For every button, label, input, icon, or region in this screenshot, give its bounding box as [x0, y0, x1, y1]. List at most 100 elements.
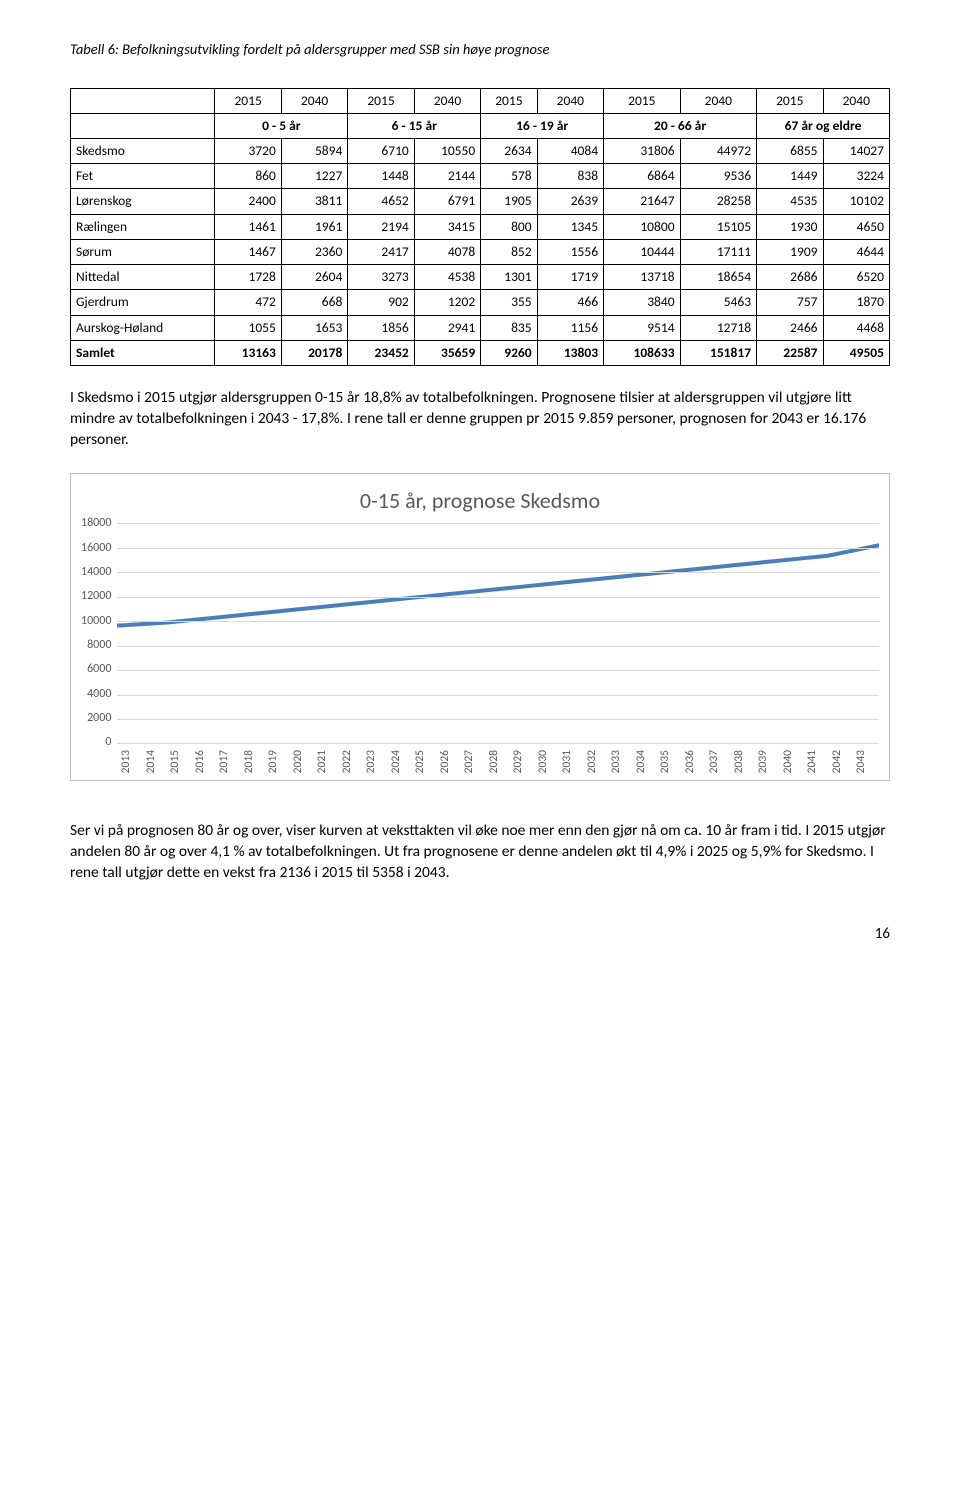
cell: 2639: [537, 189, 603, 214]
cell: 6710: [348, 139, 414, 164]
cell: 800: [481, 214, 537, 239]
cell: 13803: [537, 340, 603, 365]
y-tick-label: 6000: [87, 669, 111, 670]
table-row: Sørum14672360241740788521556104441711119…: [71, 239, 890, 264]
x-tick-label: 2027: [462, 750, 487, 773]
cell: 1870: [823, 290, 889, 315]
row-label: Sørum: [71, 239, 215, 264]
cell: 1345: [537, 214, 603, 239]
x-tick-label: 2042: [830, 750, 855, 773]
cell: 17111: [680, 239, 757, 264]
cell: 466: [537, 290, 603, 315]
x-tick-label: 2037: [707, 750, 732, 773]
cell: 1856: [348, 315, 414, 340]
cell: 2144: [414, 164, 480, 189]
y-tick-label: 8000: [87, 645, 111, 646]
x-tick-label: 2021: [315, 750, 340, 773]
table-body: Skedsmo372058946710105502634408431806449…: [71, 139, 890, 366]
table-row: Fet8601227144821445788386864953614493224: [71, 164, 890, 189]
cell: 6855: [757, 139, 823, 164]
cell: 1449: [757, 164, 823, 189]
row-label: Lørenskog: [71, 189, 215, 214]
cell: 5463: [680, 290, 757, 315]
gridline: [117, 597, 879, 598]
cell: 852: [481, 239, 537, 264]
cell: 22587: [757, 340, 823, 365]
cell: 4644: [823, 239, 889, 264]
cell: 6864: [604, 164, 681, 189]
gridline: [117, 572, 879, 573]
y-tick-label: 16000: [81, 548, 111, 549]
gridline: [117, 646, 879, 647]
x-tick-label: 2025: [413, 750, 438, 773]
cell: 1909: [757, 239, 823, 264]
y-tick-label: 14000: [81, 572, 111, 573]
y-tick-label: 18000: [81, 523, 111, 524]
blank-corner-2: [71, 113, 215, 138]
cell: 13718: [604, 265, 681, 290]
table-row: Skedsmo372058946710105502634408431806449…: [71, 139, 890, 164]
cell: 1202: [414, 290, 480, 315]
paragraph-2: Ser vi på prognosen 80 år og over, viser…: [70, 821, 890, 884]
x-tick-label: 2019: [266, 750, 291, 773]
row-label: Fet: [71, 164, 215, 189]
y-tick-label: 0: [105, 742, 111, 743]
cell: 1930: [757, 214, 823, 239]
x-tick-label: 2026: [438, 750, 463, 773]
cell: 4535: [757, 189, 823, 214]
year-header: 2040: [823, 88, 889, 113]
cell: 9260: [481, 340, 537, 365]
line-series: [117, 523, 879, 743]
cell: 4084: [537, 139, 603, 164]
x-tick-label: 2013: [119, 750, 144, 773]
cell: 1653: [281, 315, 347, 340]
cell: 4652: [348, 189, 414, 214]
cell: 1467: [215, 239, 281, 264]
population-table: 2015204020152040201520402015204020152040…: [70, 88, 890, 366]
year-header: 2040: [281, 88, 347, 113]
x-tick-label: 2029: [511, 750, 536, 773]
x-tick-label: 2040: [781, 750, 806, 773]
cell: 1301: [481, 265, 537, 290]
group-header: 67 år og eldre: [757, 113, 890, 138]
cell: 2941: [414, 315, 480, 340]
x-tick-label: 2014: [144, 750, 169, 773]
x-tick-label: 2023: [364, 750, 389, 773]
x-tick-label: 2018: [242, 750, 267, 773]
group-header-row: 0 - 5 år6 - 15 år16 - 19 år20 - 66 år67 …: [71, 113, 890, 138]
cell: 2466: [757, 315, 823, 340]
table-row: Samlet1316320178234523565992601380310863…: [71, 340, 890, 365]
x-tick-label: 2034: [634, 750, 659, 773]
page-number: 16: [70, 924, 890, 944]
cell: 2360: [281, 239, 347, 264]
row-label: Samlet: [71, 340, 215, 365]
cell: 3415: [414, 214, 480, 239]
cell: 838: [537, 164, 603, 189]
y-tick-label: 4000: [87, 694, 111, 695]
x-axis: 2013201420152016201720182019202020212022…: [119, 750, 879, 773]
cell: 1728: [215, 265, 281, 290]
y-tick-label: 2000: [87, 718, 111, 719]
x-tick-label: 2024: [389, 750, 414, 773]
cell: 13163: [215, 340, 281, 365]
x-tick-label: 2043: [854, 750, 879, 773]
cell: 835: [481, 315, 537, 340]
year-header: 2040: [680, 88, 757, 113]
cell: 15105: [680, 214, 757, 239]
cell: 757: [757, 290, 823, 315]
cell: 668: [281, 290, 347, 315]
cell: 902: [348, 290, 414, 315]
x-tick-label: 2017: [217, 750, 242, 773]
x-tick-label: 2028: [487, 750, 512, 773]
x-tick-label: 2035: [658, 750, 683, 773]
cell: 1448: [348, 164, 414, 189]
year-header: 2040: [537, 88, 603, 113]
cell: 20178: [281, 340, 347, 365]
chart-title: 0-15 år, prognose Skedsmo: [81, 486, 879, 516]
y-axis: 1800016000140001200010000800060004000200…: [81, 523, 117, 743]
row-label: Skedsmo: [71, 139, 215, 164]
cell: 4538: [414, 265, 480, 290]
cell: 6520: [823, 265, 889, 290]
cell: 14027: [823, 139, 889, 164]
cell: 35659: [414, 340, 480, 365]
